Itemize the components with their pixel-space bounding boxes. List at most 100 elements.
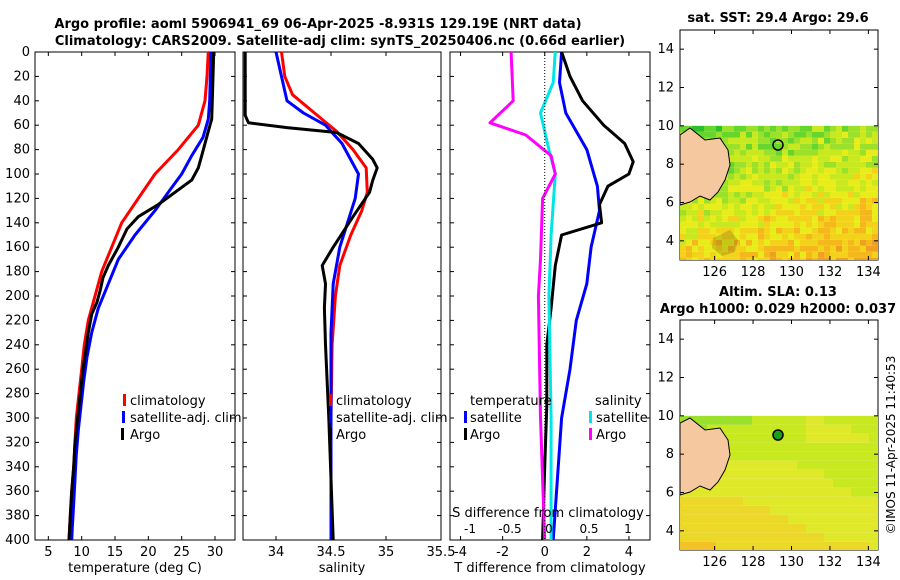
- sst-cell: [800, 179, 806, 186]
- sst-cell: [860, 149, 866, 156]
- sla-cell: [680, 523, 689, 533]
- sst-cell: [806, 251, 812, 258]
- sst-cell: [746, 125, 752, 132]
- sla-cell: [824, 496, 833, 506]
- sst-cell: [818, 221, 824, 228]
- sla-cell: [851, 514, 860, 524]
- sla-cell: [689, 487, 698, 497]
- sst-cell: [692, 125, 698, 132]
- sst-cell: [734, 143, 740, 150]
- sst-cell: [836, 197, 842, 204]
- sst-cell: [872, 239, 878, 246]
- sst-cell: [866, 155, 872, 162]
- sst-cell: [776, 197, 782, 204]
- sst-cell: [740, 131, 746, 138]
- sla-cell: [734, 415, 743, 425]
- sst-cell: [818, 227, 824, 234]
- sla-cell: [824, 532, 833, 542]
- sst-cell: [728, 149, 734, 156]
- sla-cell: [860, 478, 869, 488]
- sla-cell: [770, 523, 779, 533]
- sst-cell: [764, 251, 770, 258]
- sst-cell: [794, 257, 800, 260]
- sst-cell: [728, 137, 734, 144]
- sst-cell: [830, 233, 836, 240]
- sst-cell: [812, 149, 818, 156]
- sla-cell: [707, 514, 716, 524]
- sst-cell: [800, 125, 806, 132]
- sla-cell: [815, 433, 824, 443]
- sla-cell: [869, 469, 878, 479]
- sst-cell: [848, 131, 854, 138]
- sst-cell: [866, 233, 872, 240]
- sst-cell: [752, 185, 758, 192]
- sla-cell: [707, 541, 716, 550]
- sla-cell: [797, 523, 806, 533]
- sst-cell: [836, 239, 842, 246]
- figure-title-line1: Argo profile: aoml 5906941_69 06-Apr-202…: [54, 17, 581, 32]
- sst-cell: [794, 161, 800, 168]
- sst-cell: [824, 149, 830, 156]
- sst-cell: [794, 197, 800, 204]
- sst-cell: [824, 173, 830, 180]
- sst-cell: [698, 239, 704, 246]
- sst-cell: [848, 239, 854, 246]
- sst-cell: [800, 167, 806, 174]
- sst-cell: [698, 251, 704, 258]
- sst-cell: [746, 173, 752, 180]
- sst-cell: [824, 143, 830, 150]
- sla-cell: [761, 469, 770, 479]
- sst-cell: [782, 257, 788, 260]
- legend-swatch-argo: [329, 428, 332, 440]
- sst-cell: [872, 215, 878, 222]
- x-tick-label: 10: [73, 545, 90, 560]
- sla-cell: [806, 442, 815, 452]
- sst-cell: [866, 257, 872, 260]
- map-y-tick-label: 8: [666, 447, 674, 462]
- sst-cell: [866, 131, 872, 138]
- sst-cell: [704, 215, 710, 222]
- sst-cell: [848, 251, 854, 258]
- sst-cell: [746, 131, 752, 138]
- sst-cell: [746, 209, 752, 216]
- sst-cell: [728, 239, 734, 246]
- sst-cell: [794, 143, 800, 150]
- sst-cell: [770, 203, 776, 210]
- sst-cell: [776, 233, 782, 240]
- sst-cell: [848, 209, 854, 216]
- sst-cell: [860, 203, 866, 210]
- sst-cell: [770, 215, 776, 222]
- sst-cell: [866, 173, 872, 180]
- sst-cell: [854, 215, 860, 222]
- sla-cell: [779, 460, 788, 470]
- sst-cell: [824, 227, 830, 234]
- sla-cell: [761, 424, 770, 434]
- map-x-tick-label: 128: [741, 555, 766, 570]
- sst-cell: [800, 173, 806, 180]
- sst-cell: [704, 197, 710, 204]
- sst-cell: [830, 179, 836, 186]
- sst-cell: [794, 221, 800, 228]
- sst-cell: [770, 173, 776, 180]
- sst-cell: [764, 233, 770, 240]
- sst-cell: [770, 233, 776, 240]
- sst-cell: [746, 185, 752, 192]
- sst-cell: [806, 221, 812, 228]
- sla-cell: [716, 496, 725, 506]
- sla-cell: [851, 451, 860, 461]
- sst-cell: [854, 191, 860, 198]
- sla-cell: [860, 487, 869, 497]
- sst-cell: [770, 227, 776, 234]
- sla-cell: [770, 478, 779, 488]
- sst-cell: [842, 209, 848, 216]
- sst-cell: [806, 179, 812, 186]
- sla-cell: [842, 514, 851, 524]
- sla-cell: [842, 424, 851, 434]
- sst-cell: [722, 203, 728, 210]
- sst-cell: [830, 227, 836, 234]
- legend-title-temperature: temperature: [470, 394, 552, 409]
- sla-cell: [743, 478, 752, 488]
- sla-cell: [752, 541, 761, 550]
- sla-cell: [698, 541, 707, 550]
- sst-cell: [806, 125, 812, 132]
